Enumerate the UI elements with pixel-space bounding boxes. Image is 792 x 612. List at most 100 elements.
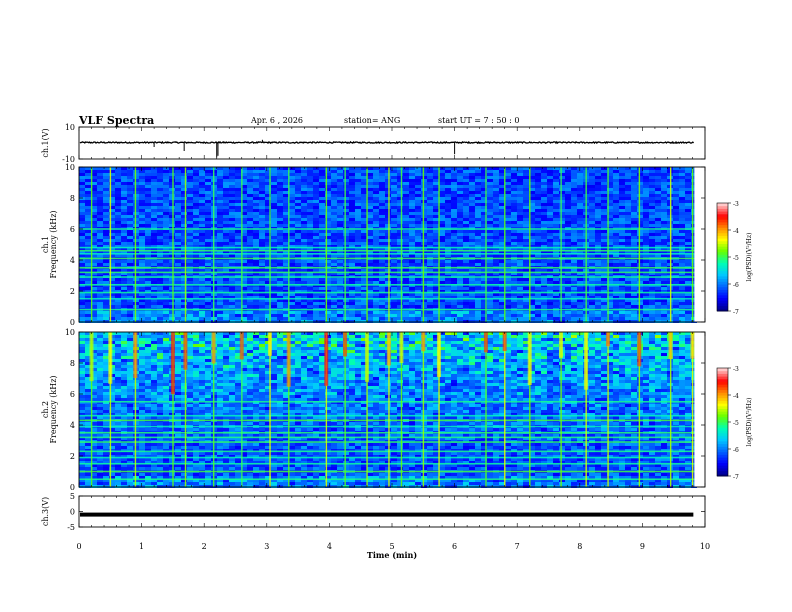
- spectrogram-cell: [469, 281, 475, 284]
- spectrogram-cell: [247, 233, 253, 236]
- spectrogram-cell: [445, 206, 451, 209]
- spectrogram-cell: [163, 248, 169, 251]
- spectrogram-cell: [559, 263, 565, 266]
- spectrogram-cell: [271, 299, 277, 302]
- spectrogram-cell: [505, 263, 511, 266]
- spectrogram-cell: [319, 272, 325, 275]
- spectrogram-cell: [103, 233, 109, 236]
- spectrogram-cell: [595, 254, 601, 257]
- spectrogram-cell: [661, 173, 667, 176]
- spectrogram-cell: [649, 305, 655, 308]
- spectrogram-cell: [259, 311, 265, 314]
- spectrogram-cell: [571, 221, 577, 224]
- spectrogram-cell: [265, 221, 271, 224]
- spectrogram-cell: [121, 251, 127, 254]
- spectrogram-cell: [523, 272, 529, 275]
- spectrogram-cell: [685, 191, 691, 194]
- spectrogram-cell: [115, 269, 121, 272]
- spectrogram-cell: [439, 224, 445, 227]
- spectrogram-cell: [565, 296, 571, 299]
- spectrogram-cell: [241, 203, 247, 206]
- spectrogram-cell: [571, 302, 577, 305]
- spectrogram-cell: [463, 170, 469, 173]
- spectrogram-cell: [625, 287, 631, 290]
- spectrogram-cell: [445, 191, 451, 194]
- spectrogram-cell: [379, 200, 385, 203]
- spectrogram-cell: [601, 296, 607, 299]
- spectrogram-cell: [175, 254, 181, 257]
- spectrogram-cell: [445, 233, 451, 236]
- spectrogram-cell: [229, 233, 235, 236]
- spectrogram-cell: [541, 236, 547, 239]
- spectrogram-cell: [391, 173, 397, 176]
- spectrogram-cell: [277, 296, 283, 299]
- spectrogram-cell: [529, 278, 535, 281]
- spectrogram-cell: [553, 293, 559, 296]
- spectrogram-cell: [109, 290, 115, 293]
- spectrogram-cell: [121, 233, 127, 236]
- spectrogram-cell: [319, 278, 325, 281]
- spectrogram-cell: [91, 188, 97, 191]
- spectrogram-cell: [469, 242, 475, 245]
- spectrogram-cell: [169, 182, 175, 185]
- spectrogram-cell: [679, 218, 685, 221]
- spectrogram-cell: [439, 209, 445, 212]
- spectrogram-cell: [235, 236, 241, 239]
- spectrogram-cell: [355, 221, 361, 224]
- spectrogram-cell: [289, 305, 295, 308]
- spectrogram-cell: [631, 272, 637, 275]
- spectrogram-cell: [661, 239, 667, 242]
- spectrogram-cell: [649, 215, 655, 218]
- spectrogram-cell: [391, 236, 397, 239]
- spectrogram-cell: [607, 299, 613, 302]
- spectrogram-cell: [517, 188, 523, 191]
- spectrogram-cell: [235, 260, 241, 263]
- spectrogram-cell: [145, 221, 151, 224]
- spectrogram-cell: [613, 221, 619, 224]
- spectrogram-cell: [199, 203, 205, 206]
- spectrogram-cell: [187, 293, 193, 296]
- spectrogram-cell: [85, 194, 91, 197]
- spectrogram-cell: [661, 191, 667, 194]
- spectrogram-cell: [415, 188, 421, 191]
- spectrogram-cell: [79, 245, 85, 248]
- spectrogram-cell: [385, 182, 391, 185]
- spectrogram-cell: [235, 194, 241, 197]
- spectrogram-cell: [103, 194, 109, 197]
- spectrogram-cell: [229, 215, 235, 218]
- spectrogram-cell: [109, 197, 115, 200]
- spectrogram-cell: [613, 290, 619, 293]
- spectrogram-cell: [511, 236, 517, 239]
- spectrogram-cell: [181, 170, 187, 173]
- spectrogram-cell: [283, 176, 289, 179]
- spectrogram-cell: [505, 242, 511, 245]
- spectrogram-cell: [163, 305, 169, 308]
- spectrogram-cell: [427, 185, 433, 188]
- spectrogram-cell: [247, 296, 253, 299]
- spectrogram-cell: [181, 185, 187, 188]
- spectrogram-cell: [523, 281, 529, 284]
- spectrogram-cell: [517, 206, 523, 209]
- spectrogram-cell: [367, 167, 373, 170]
- spectrogram-cell: [553, 185, 559, 188]
- spectrogram-cell: [349, 176, 355, 179]
- spectrogram-cell: [403, 203, 409, 206]
- spectrogram-cell: [493, 254, 499, 257]
- spectrogram-cell: [391, 191, 397, 194]
- spectrogram-cell: [343, 188, 349, 191]
- spectrogram-cell: [379, 245, 385, 248]
- spectrogram-cell: [631, 242, 637, 245]
- spectrogram-cell: [469, 191, 475, 194]
- spectrogram-cell: [337, 278, 343, 281]
- spectrogram-cell: [553, 167, 559, 170]
- spectrogram-cell: [169, 167, 175, 170]
- spectrogram-cell: [385, 176, 391, 179]
- spectrogram-cell: [559, 302, 565, 305]
- spectrogram-cell: [271, 287, 277, 290]
- spectrogram-cell: [595, 239, 601, 242]
- spectrogram-cell: [571, 230, 577, 233]
- spectrogram-cell: [469, 170, 475, 173]
- spectrogram-cell: [631, 209, 637, 212]
- spectrogram-cell: [379, 281, 385, 284]
- spectrogram-cell: [127, 239, 133, 242]
